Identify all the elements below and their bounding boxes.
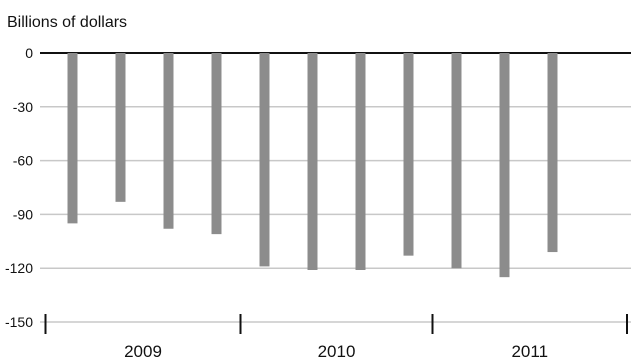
bar	[163, 53, 174, 229]
x-year-label: 2010	[318, 342, 356, 361]
bars	[67, 53, 558, 278]
x-year-label: 2009	[124, 342, 162, 361]
x-axis: 2009 2010 2011	[44, 314, 628, 361]
bar	[115, 53, 126, 202]
y-tick-labels: 0 -30 -60 -90 -120 -150	[5, 45, 33, 330]
gridlines	[40, 52, 631, 323]
y-tick-label: -90	[13, 206, 33, 222]
y-tick-label: -30	[13, 99, 33, 115]
bar	[403, 53, 414, 256]
y-axis-label: Billions of dollars	[7, 14, 127, 31]
bar	[307, 53, 318, 270]
bar	[211, 53, 222, 235]
y-tick-label: -60	[13, 153, 33, 169]
y-tick-label: -120	[5, 260, 33, 276]
bar	[259, 53, 270, 267]
bar	[547, 53, 558, 253]
bar	[355, 53, 366, 270]
x-year-label: 2011	[511, 342, 548, 361]
bar	[499, 53, 510, 278]
bar	[67, 53, 78, 224]
bar	[451, 53, 462, 269]
y-tick-label: -150	[5, 314, 33, 330]
y-tick-label: 0	[25, 45, 33, 61]
